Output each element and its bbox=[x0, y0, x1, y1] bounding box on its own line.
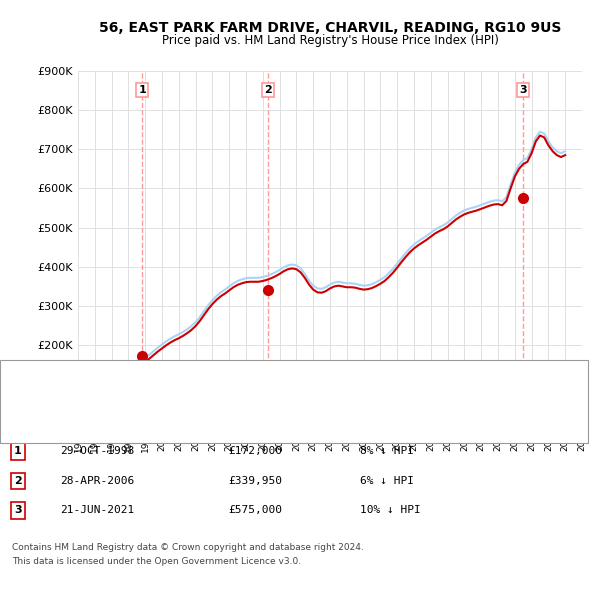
Text: 6% ↓ HPI: 6% ↓ HPI bbox=[360, 476, 414, 486]
Text: HPI: Average price, detached house, Wokingham: HPI: Average price, detached house, Woki… bbox=[60, 399, 314, 409]
Text: 28-APR-2006: 28-APR-2006 bbox=[60, 476, 134, 486]
Text: This data is licensed under the Open Government Licence v3.0.: This data is licensed under the Open Gov… bbox=[12, 557, 301, 566]
Text: 2: 2 bbox=[265, 85, 272, 95]
Text: 1: 1 bbox=[139, 85, 146, 95]
Text: Price paid vs. HM Land Registry's House Price Index (HPI): Price paid vs. HM Land Registry's House … bbox=[161, 34, 499, 47]
Text: £575,000: £575,000 bbox=[228, 506, 282, 515]
Text: £339,950: £339,950 bbox=[228, 476, 282, 486]
Text: ————: ———— bbox=[18, 374, 48, 387]
Text: 3: 3 bbox=[519, 85, 527, 95]
Text: £172,000: £172,000 bbox=[228, 447, 282, 456]
Text: Contains HM Land Registry data © Crown copyright and database right 2024.: Contains HM Land Registry data © Crown c… bbox=[12, 543, 364, 552]
Text: 8% ↓ HPI: 8% ↓ HPI bbox=[360, 447, 414, 456]
Text: 21-JUN-2021: 21-JUN-2021 bbox=[60, 506, 134, 515]
Text: 10% ↓ HPI: 10% ↓ HPI bbox=[360, 506, 421, 515]
Text: 1: 1 bbox=[14, 447, 22, 456]
Text: 56, EAST PARK FARM DRIVE, CHARVIL, READING, RG10 9US: 56, EAST PARK FARM DRIVE, CHARVIL, READI… bbox=[99, 21, 561, 35]
Text: ————: ———— bbox=[18, 398, 48, 411]
Text: 29-OCT-1998: 29-OCT-1998 bbox=[60, 447, 134, 456]
Text: 3: 3 bbox=[14, 506, 22, 515]
Text: 2: 2 bbox=[14, 476, 22, 486]
Text: 56, EAST PARK FARM DRIVE, CHARVIL, READING, RG10 9US (detached house): 56, EAST PARK FARM DRIVE, CHARVIL, READI… bbox=[60, 376, 462, 385]
